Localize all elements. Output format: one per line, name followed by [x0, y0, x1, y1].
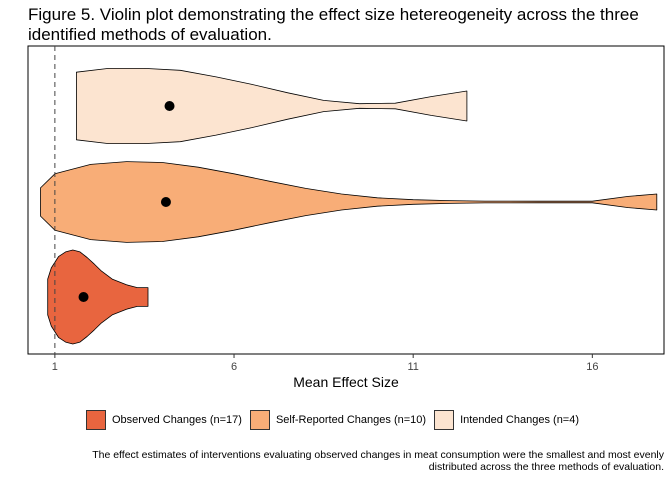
caption-line-1: The effect estimates of interventions ev… [92, 449, 664, 461]
violin-2 [76, 68, 468, 144]
x-tick-label: 1 [52, 361, 58, 373]
legend-label-1: Self-Reported Changes (n=10) [275, 414, 427, 426]
mean-point-2 [164, 101, 175, 111]
figure-caption: The effect estimates of interventions ev… [4, 449, 664, 473]
chart-title: Figure 5. Violin plot demonstrating the … [28, 5, 639, 44]
mean-point-1 [160, 197, 171, 207]
legend-item-0: Observed Changes (n=17) [86, 410, 242, 430]
legend-label-2: Intended Changes (n=4) [460, 414, 580, 426]
x-tick-label: 6 [231, 361, 237, 373]
legend-item-1: Self-Reported Changes (n=10) [249, 410, 427, 430]
x-tick-label: 16 [586, 361, 598, 373]
mean-point-0 [78, 292, 89, 302]
legend: Observed Changes (n=17) Self-Reported Cha… [86, 410, 587, 430]
x-tick-label: 11 [407, 361, 418, 373]
legend-label-0: Observed Changes (n=17) [112, 414, 242, 426]
legend-key-2 [434, 410, 455, 430]
legend-key-0 [86, 410, 106, 430]
violin-0 [47, 249, 149, 345]
violins-group [40, 68, 658, 345]
x-axis-label: Mean Effect Size [293, 374, 399, 390]
legend-item-2: Intended Changes (n=4) [434, 410, 579, 430]
caption-line-2: distributed across the three methods of … [428, 461, 664, 473]
x-axis: 1 6 11 16 [52, 354, 598, 373]
violin-1 [40, 161, 658, 243]
legend-key-1 [249, 410, 270, 430]
